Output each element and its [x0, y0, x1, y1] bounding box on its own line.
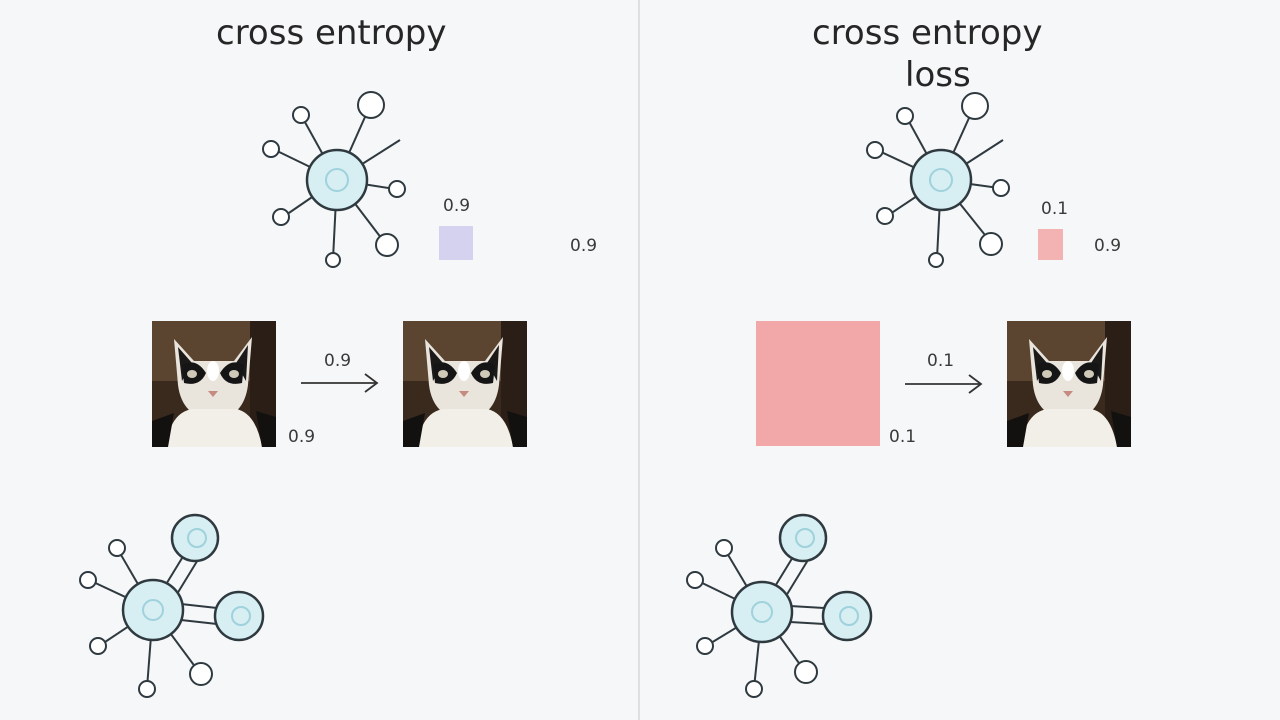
arrow-value: 0.1: [927, 351, 955, 371]
right-title-line2: loss: [905, 55, 971, 95]
right-title-line1: cross entropy: [812, 13, 1043, 53]
image-value: 0.9: [288, 427, 316, 447]
cat-photo-output: [403, 321, 527, 447]
right-value: 0.9: [570, 236, 598, 256]
right-arrow-icon: [905, 374, 983, 394]
probability-swatch: [1038, 229, 1063, 260]
right-panel: cross entropy loss 0.1 0.9 0.1 0.1: [641, 0, 1280, 720]
cat-photo: [152, 321, 276, 447]
top-node-value: 0.9: [443, 196, 471, 216]
left-panel: cross entropy 0.9 0.9: [0, 0, 638, 720]
network-graph-bottom-icon: [686, 513, 873, 698]
cat-photo-output: [1007, 321, 1131, 447]
top-node-value: 0.1: [1041, 199, 1069, 219]
network-graph-bottom-icon: [79, 513, 265, 698]
right-arrow-icon: [301, 373, 379, 393]
image-value: 0.1: [889, 427, 917, 447]
left-title: cross entropy: [216, 13, 447, 53]
probability-swatch: [439, 226, 473, 260]
network-graph-icon: [262, 91, 406, 268]
arrow-value: 0.9: [324, 351, 352, 371]
probability-block: [756, 321, 880, 446]
panel-divider: [638, 0, 640, 720]
right-value: 0.9: [1094, 236, 1122, 256]
network-graph-icon: [866, 92, 1010, 268]
